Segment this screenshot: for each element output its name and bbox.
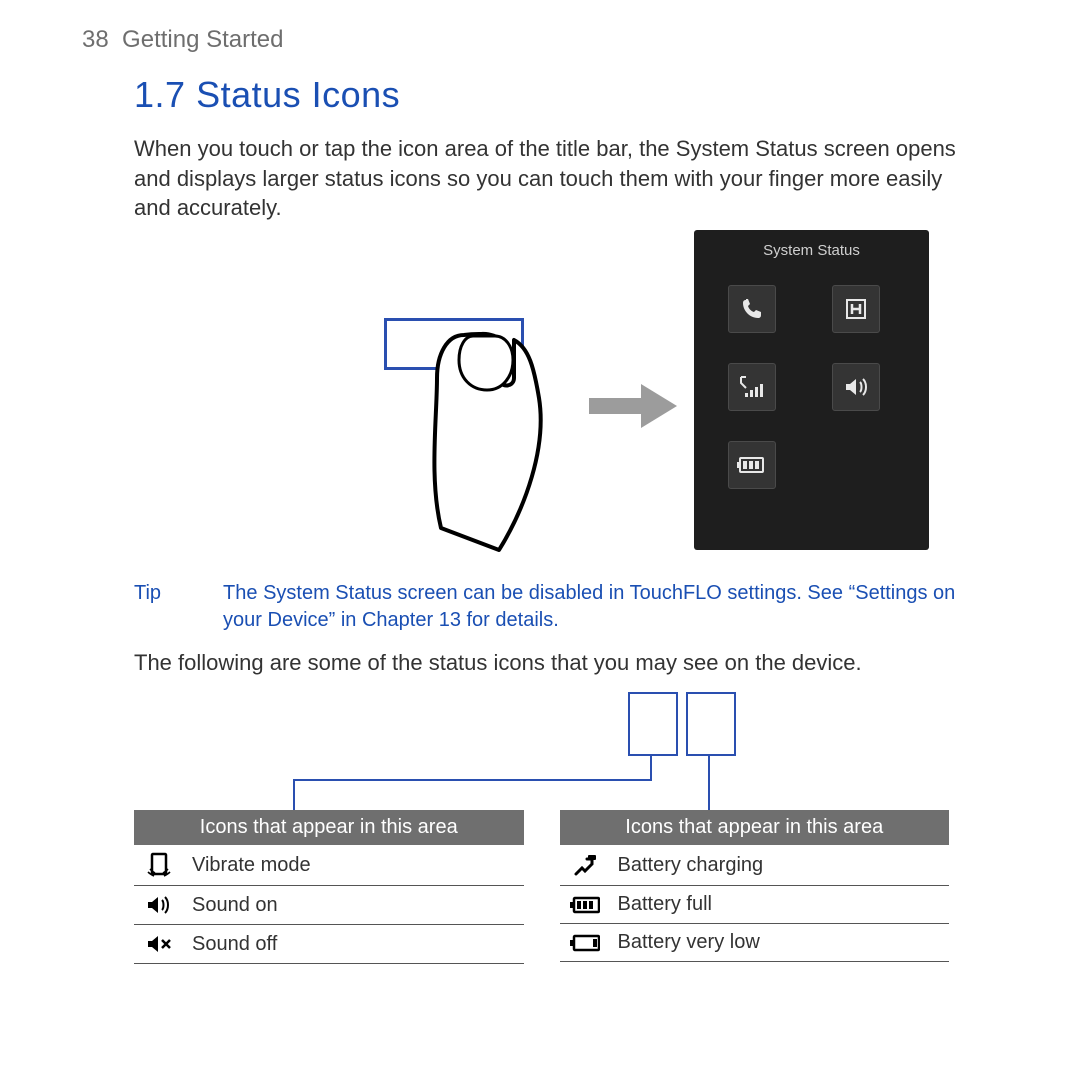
phone-call-icon — [728, 285, 776, 333]
table-row: Sound off — [134, 925, 524, 964]
arrow-right-icon — [589, 382, 679, 430]
table-row: Battery full — [560, 886, 950, 924]
battery-charging-icon — [570, 852, 600, 878]
icon-label: Battery very low — [618, 931, 940, 954]
icon-label: Sound on — [192, 894, 514, 917]
table-row: Sound on — [134, 886, 524, 925]
sound-icon — [832, 363, 880, 411]
battery-full-icon — [570, 896, 600, 914]
table-header: Icons that appear in this area — [134, 810, 524, 845]
table-header: Icons that appear in this area — [560, 810, 950, 845]
battery-low-icon — [570, 934, 600, 952]
battery-icon — [728, 441, 776, 489]
thumb-icon — [429, 328, 589, 558]
phone-mock: System Status — [694, 230, 929, 550]
table-right: Icons that appear in this area Battery c… — [560, 810, 950, 964]
chapter-name: Getting Started — [122, 26, 283, 53]
tip-text: The System Status screen can be disabled… — [223, 580, 984, 634]
section-title: 1.7 Status Icons — [134, 74, 400, 116]
tip-label: Tip — [134, 580, 161, 634]
illustration: System Status — [134, 230, 934, 570]
sound-on-icon — [144, 893, 174, 917]
icon-label: Battery charging — [618, 854, 940, 877]
table-row: Vibrate mode — [134, 845, 524, 886]
vibrate-icon — [144, 852, 174, 878]
table-row: Battery charging — [560, 845, 950, 886]
icon-label: Battery full — [618, 893, 940, 916]
sound-off-icon — [144, 932, 174, 956]
icon-label: Vibrate mode — [192, 854, 514, 877]
manual-page: { "header": {"page_no": "38", "chapter":… — [0, 0, 1080, 1080]
callout-diagram — [134, 692, 949, 817]
hspa-icon — [832, 285, 880, 333]
tip-block: Tip The System Status screen can be disa… — [134, 580, 984, 634]
table-left: Icons that appear in this area Vibrate m… — [134, 810, 524, 964]
intro-paragraph: When you touch or tap the icon area of t… — [134, 134, 984, 223]
follow-paragraph: The following are some of the status ico… — [134, 650, 984, 676]
icon-label: Sound off — [192, 933, 514, 956]
signal-icon — [728, 363, 776, 411]
running-header: 38 Getting Started — [82, 26, 283, 54]
status-icon-tables: Icons that appear in this area Vibrate m… — [134, 810, 949, 964]
table-row: Battery very low — [560, 924, 950, 962]
phone-title: System Status — [694, 242, 929, 259]
page-number: 38 — [82, 26, 109, 53]
